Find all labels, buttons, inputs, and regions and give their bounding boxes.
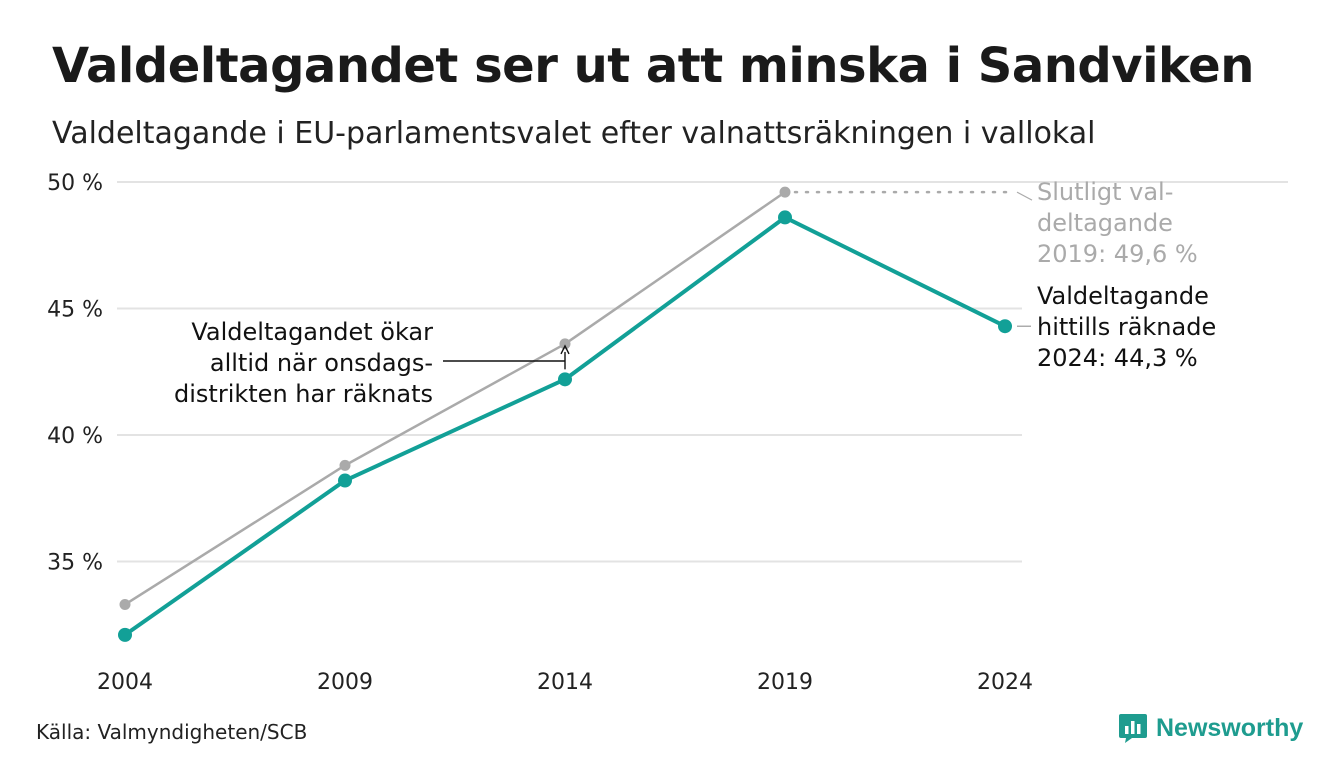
election-night-point bbox=[118, 627, 132, 642]
election-night-point bbox=[338, 473, 352, 488]
election-night-point bbox=[998, 319, 1012, 334]
x-axis-ticks: 2004 2009 2014 2019 2024 bbox=[97, 670, 1033, 695]
final-turnout-annotation: Slutligt val-deltagande 2019: 49,6 % bbox=[1037, 178, 1198, 268]
final-turnout-line bbox=[123, 190, 787, 606]
x-tick-label: 2009 bbox=[317, 670, 373, 695]
wednesday-annotation: Valdeltagandet ökar alltid när onsdags-di… bbox=[174, 318, 433, 408]
line-chart: 35 % 40 % 45 % 50 % 2004 2009 2014 2019 2024 Sl… bbox=[47, 171, 1288, 695]
current-turnout-annotation: Valdeltagande hittills räknade 2024: 44,3 … bbox=[1037, 282, 1216, 372]
wednesday-arrow-head bbox=[560, 344, 570, 355]
y-tick-label: 35 % bbox=[47, 551, 103, 576]
source-note: Källa: Valmyndigheten/SCB bbox=[36, 720, 308, 744]
x-tick-label: 2014 bbox=[537, 670, 593, 695]
y-tick-label: 40 % bbox=[47, 424, 103, 449]
election-night-point bbox=[558, 372, 572, 387]
y-axis-ticks: 35 % 40 % 45 % 50 % bbox=[47, 171, 103, 576]
final-turnout-point bbox=[119, 599, 131, 611]
annotations: Slutligt val-deltagande 2019: 49,6 % Valde… bbox=[174, 178, 1216, 408]
final-turnout-point bbox=[339, 459, 351, 471]
x-tick-label: 2004 bbox=[97, 670, 153, 695]
series bbox=[118, 186, 1012, 642]
y-tick-label: 45 % bbox=[47, 298, 103, 323]
brand-logo: Newsworthy bbox=[1118, 712, 1303, 744]
final-turnout-point bbox=[779, 186, 791, 198]
final-turnout-connector bbox=[1016, 191, 1033, 201]
newsworthy-logo-icon bbox=[1119, 714, 1147, 743]
gridlines bbox=[117, 181, 1288, 563]
x-tick-label: 2024 bbox=[977, 670, 1033, 695]
chart-title: Valdeltagandet ser ut att minska i Sandv… bbox=[52, 38, 1254, 94]
chart-subtitle: Valdeltagande i EU-parlamentsvalet efter… bbox=[52, 116, 1096, 151]
election-night-line bbox=[123, 215, 1007, 637]
y-tick-label: 50 % bbox=[47, 171, 103, 196]
brand-name: Newsworthy bbox=[1156, 713, 1304, 742]
final-turnout-point bbox=[559, 338, 571, 350]
x-tick-label: 2019 bbox=[757, 670, 813, 695]
election-night-point bbox=[778, 210, 792, 225]
